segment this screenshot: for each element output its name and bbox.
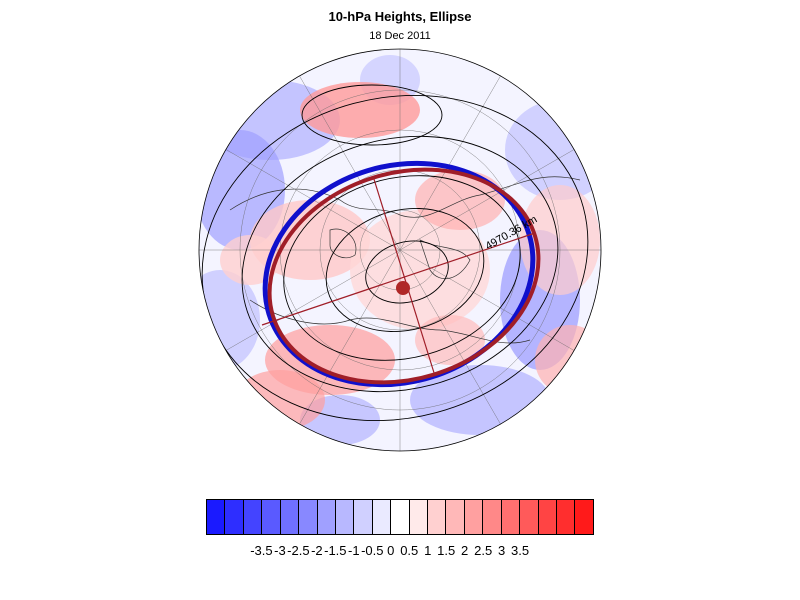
colorbar-swatch: [335, 500, 355, 534]
colorbar-swatch: [225, 500, 244, 534]
meridian-line: [399, 68, 506, 251]
colorbar-swatch: [501, 500, 521, 534]
height-contour: [365, 240, 449, 304]
meridian-line: [294, 68, 401, 251]
meridian-line: [218, 144, 401, 251]
colorbar-swatch: [538, 500, 558, 534]
colorbar-swatch: [557, 500, 576, 534]
colorbar-tick-label: 0.5: [400, 543, 419, 558]
colorbar-tick-label: 1: [424, 543, 432, 558]
colorbar-swatch: [575, 500, 593, 534]
graticule: [199, 49, 601, 451]
colorbar-swatch: [207, 500, 226, 534]
meridian-line: [218, 249, 401, 356]
colorbar-tick-label: 0: [387, 543, 395, 558]
colorbar-tick-label: -1: [348, 543, 360, 558]
colorbar-tick-label: 3: [497, 543, 506, 558]
colorbar-tick-label: 1.5: [437, 543, 456, 558]
colorbar-swatch: [428, 500, 447, 534]
map-title: 10-hPa Heights, Ellipse: [328, 9, 472, 24]
colorbar-tick-label: -1.5: [324, 543, 347, 558]
colorbar-tick-label: -0.5: [361, 543, 384, 558]
high-contour: [301, 84, 443, 146]
colorbar-swatch: [372, 500, 392, 534]
ellipse-major-axis: [261, 232, 536, 326]
height-contour: [241, 135, 559, 393]
colorbar: [206, 499, 594, 535]
colorbar-swatch: [483, 500, 502, 534]
colorbar-tick-label: 2: [461, 543, 469, 558]
globe-outline: [198, 48, 602, 452]
colorbar-swatch: [354, 500, 373, 534]
colorbar-labels: -3.5 -3 -2.5 -2 -1.5 -1 -0.5 0 0.5 1 1.5 2 2.5 3 3.5: [206, 543, 594, 561]
meridian-line: [399, 249, 582, 356]
colorbar-swatch: [299, 500, 318, 534]
colorbar-tick-label: -3.5: [250, 543, 273, 558]
colorbar-tick-label: -2: [311, 543, 323, 558]
height-contour: [283, 175, 521, 361]
colorbar-swatch: [243, 500, 263, 534]
colorbar-tick-label: 3.5: [511, 543, 530, 558]
colorbar-swatch: [391, 500, 410, 534]
colorbar-tick-label: -3: [274, 543, 286, 558]
colorbar-swatch: [446, 500, 465, 534]
colorbar-swatch: [280, 500, 300, 534]
ellipse-minor-axis: [372, 175, 436, 377]
colorbar-swatch: [317, 500, 336, 534]
colorbar-tick-label: -2.5: [287, 543, 310, 558]
colorbar-swatch: [262, 500, 281, 534]
colorbar-swatch: [464, 500, 484, 534]
map-date: 18 Dec 2011: [369, 30, 431, 42]
colorbar-swatch: [520, 500, 539, 534]
vortex-center-marker: [396, 281, 410, 295]
colorbar-swatch: [409, 500, 429, 534]
meridian-line: [294, 249, 401, 432]
colorbar-tick-label: 2.5: [474, 543, 493, 558]
meridian-line: [399, 249, 506, 432]
